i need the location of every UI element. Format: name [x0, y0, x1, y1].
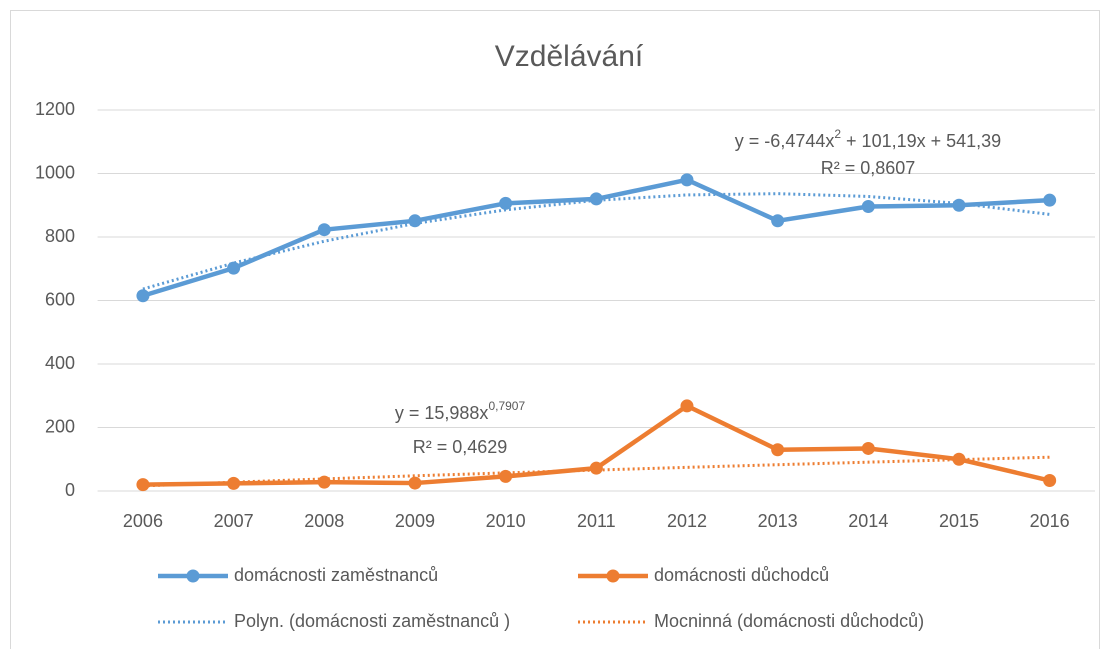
marker — [1043, 193, 1057, 207]
x-tick-label: 2013 — [758, 511, 798, 531]
marker — [680, 399, 694, 413]
marker — [227, 261, 241, 275]
equation-part: y = 15,988x — [395, 403, 489, 423]
marker — [408, 476, 422, 490]
trend-r2: R² = 0,4629 — [413, 437, 508, 457]
legend-label: Polyn. (domácnosti zaměstnanců ) — [234, 611, 510, 631]
legend-label: domácnosti zaměstnanců — [234, 565, 438, 585]
equation-part: 2 — [834, 127, 841, 141]
y-tick-label: 400 — [45, 353, 75, 373]
legend-marker — [606, 569, 620, 583]
legend-marker — [186, 569, 200, 583]
y-tick-label: 1000 — [35, 162, 75, 182]
y-tick-label: 600 — [45, 289, 75, 309]
marker — [589, 461, 603, 475]
marker — [317, 223, 331, 237]
marker — [227, 476, 241, 490]
y-tick-label: 0 — [65, 480, 75, 500]
chart-title: Vzdělávání — [495, 40, 644, 73]
marker — [952, 198, 966, 212]
marker — [861, 441, 875, 455]
marker — [499, 196, 513, 210]
marker — [680, 173, 694, 187]
marker — [136, 289, 150, 303]
x-tick-label: 2011 — [577, 511, 616, 531]
marker — [861, 200, 875, 214]
marker — [771, 443, 785, 457]
marker — [771, 214, 785, 228]
marker — [499, 469, 513, 483]
y-tick-label: 800 — [45, 226, 75, 246]
x-tick-label: 2008 — [304, 511, 344, 531]
trend-equation: y = -6,4744x2 + 101,19x + 541,39 — [735, 127, 1001, 151]
legend-label: domácnosti důchodců — [654, 565, 829, 585]
trendline — [142, 455, 1050, 488]
trend-r2: R² = 0,8607 — [821, 158, 916, 178]
trend-equation: y = 15,988x0,7907 — [395, 399, 526, 423]
x-tick-label: 2014 — [848, 511, 888, 531]
marker — [408, 214, 422, 228]
x-tick-label: 2009 — [395, 511, 435, 531]
equation-part: + 101,19x + 541,39 — [841, 131, 1001, 151]
marker — [136, 478, 150, 492]
equation-part: 0,7907 — [488, 399, 525, 413]
marker — [1043, 474, 1057, 488]
equation-part: y = -6,4744x — [735, 131, 835, 151]
marker — [317, 475, 331, 489]
x-tick-label: 2015 — [939, 511, 979, 531]
x-tick-label: 2006 — [123, 511, 163, 531]
x-tick-label: 2012 — [667, 511, 707, 531]
legend-label: Mocninná (domácnosti důchodců) — [654, 611, 924, 631]
x-tick-label: 2010 — [486, 511, 526, 531]
marker — [952, 452, 966, 466]
x-tick-label: 2016 — [1030, 511, 1070, 531]
trendline — [142, 192, 1050, 291]
chart-frame — [10, 10, 1100, 649]
y-tick-label: 1200 — [35, 99, 75, 119]
marker — [589, 192, 603, 206]
y-tick-label: 200 — [45, 416, 75, 436]
x-tick-label: 2007 — [214, 511, 254, 531]
